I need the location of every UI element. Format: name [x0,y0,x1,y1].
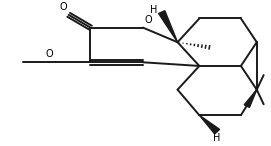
Text: H: H [150,5,158,15]
Polygon shape [199,115,220,134]
Polygon shape [159,11,178,42]
Text: H: H [214,133,221,144]
Text: O: O [59,2,67,12]
Text: O: O [45,49,53,59]
Polygon shape [244,90,257,107]
Text: O: O [145,15,153,25]
